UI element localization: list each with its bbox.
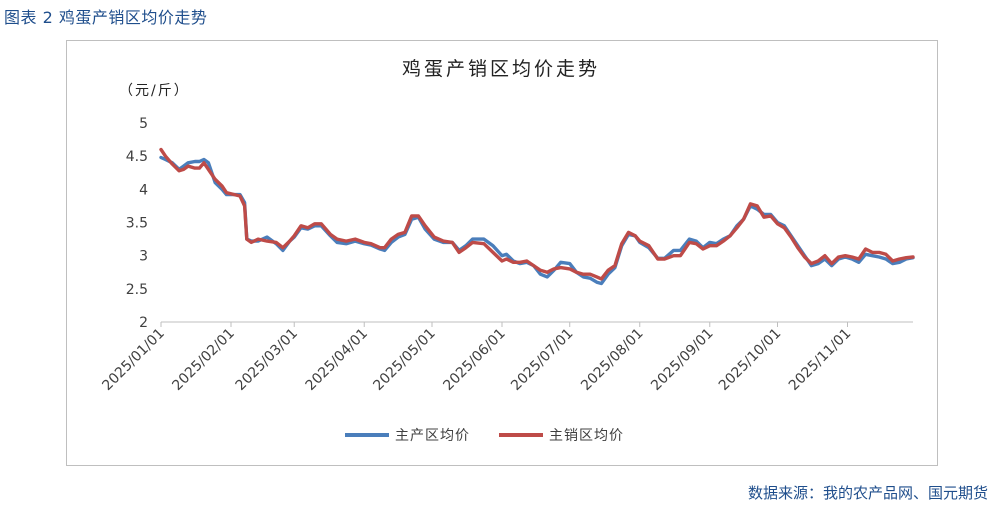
series-line-main-producing xyxy=(159,155,915,286)
series-line-main-selling xyxy=(159,147,915,281)
chart-panel: 鸡蛋产销区均价走势 （元/斤） 2 2.5 3 3.5 4 4.5 5 2025/01/01… xyxy=(66,40,938,466)
line-chart: 鸡蛋产销区均价走势 （元/斤） 2 2.5 3 3.5 4 4.5 5 2025/01/01… xyxy=(99,58,915,444)
y-tick-label: 4 xyxy=(139,182,148,198)
legend: 主产区均价 主销区均价 xyxy=(345,428,624,444)
x-tick-label: 2025/11/01 xyxy=(786,326,854,394)
x-tick-label: 2025/04/01 xyxy=(303,326,371,394)
x-tick-label: 2025/07/01 xyxy=(508,326,576,394)
x-tick-label: 2025/08/01 xyxy=(578,326,646,394)
y-axis-unit-label: （元/斤） xyxy=(119,83,190,99)
x-tick-label: 2025/10/01 xyxy=(716,326,784,394)
legend-label: 主销区均价 xyxy=(549,428,624,444)
x-tick-label: 2025/06/01 xyxy=(440,326,508,394)
series-lines xyxy=(159,147,915,286)
y-tick-label: 3 xyxy=(139,249,148,265)
x-tick-label: 2025/03/01 xyxy=(233,326,301,394)
y-tick-label: 3.5 xyxy=(126,216,148,232)
legend-label: 主产区均价 xyxy=(395,428,470,444)
y-tick-label: 2.5 xyxy=(126,282,148,298)
x-tick-label: 2025/05/01 xyxy=(370,326,438,394)
y-tick-label: 5 xyxy=(139,116,148,132)
x-tick-label: 2025/01/01 xyxy=(99,326,167,394)
source-note: 数据来源：我的农产品网、国元期货 xyxy=(747,484,988,502)
figure-label: 图表 2 鸡蛋产销区均价走势 xyxy=(4,8,208,27)
y-tick-labels: 2 2.5 3 3.5 4 4.5 5 xyxy=(126,116,148,331)
chart-title: 鸡蛋产销区均价走势 xyxy=(402,58,600,80)
y-tick-label: 4.5 xyxy=(126,149,148,165)
x-tick-label: 2025/09/01 xyxy=(648,326,716,394)
x-tick-label: 2025/02/01 xyxy=(169,326,237,394)
y-tick-label: 2 xyxy=(139,315,148,331)
